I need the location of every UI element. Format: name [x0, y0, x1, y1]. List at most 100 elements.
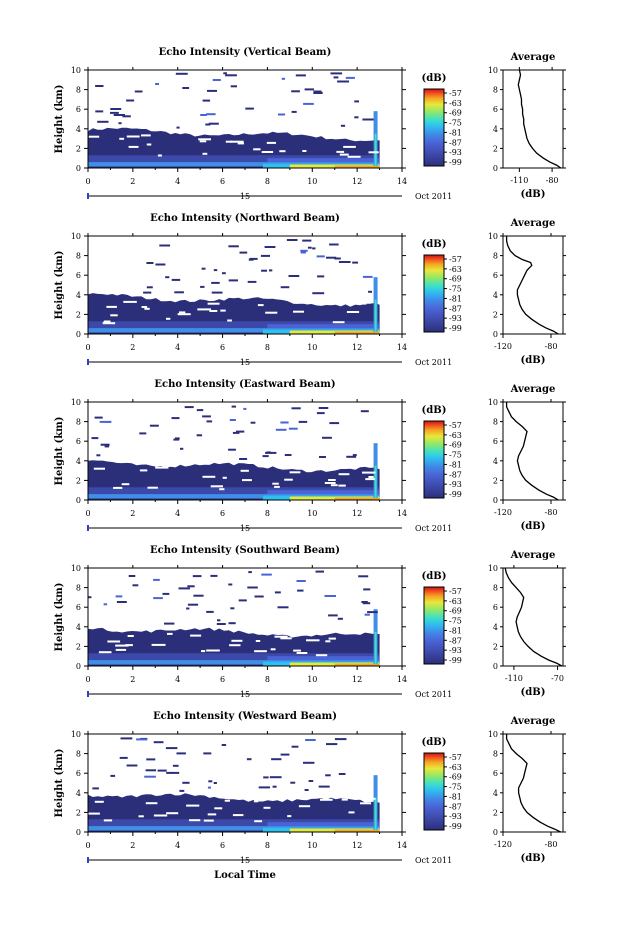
layer-mid-echo — [88, 653, 380, 665]
echo-blob — [182, 87, 190, 89]
average-y-tick-label: 4 — [493, 623, 498, 632]
y-tick-label: 4 — [76, 623, 81, 632]
panel-title: Echo Intensity (Vertical Beam) — [159, 47, 332, 58]
y-axis-label: Height (km) — [54, 417, 65, 486]
panel-title: Echo Intensity (Eastward Beam) — [154, 379, 335, 390]
echo-blob — [132, 584, 139, 587]
echo-gap — [240, 469, 249, 472]
x-tick-label: 2 — [130, 343, 135, 352]
y-tick-label: 0 — [76, 164, 81, 173]
colorbar-label: (dB) — [422, 405, 447, 416]
average-frame — [502, 567, 564, 667]
echo-gap — [220, 309, 226, 312]
echo-blob — [263, 776, 269, 779]
echo-gap — [360, 802, 372, 805]
colorbar-tick-label: -57 — [449, 587, 462, 596]
date-day: 15 — [240, 192, 250, 201]
average-y-tick-label: 2 — [493, 476, 498, 485]
echo-blob — [297, 589, 304, 592]
echo-blob — [326, 743, 338, 746]
echo-blob — [225, 74, 237, 77]
echo-blob — [337, 617, 343, 620]
echo-gap — [146, 143, 152, 146]
y-tick-label: 10 — [71, 398, 81, 407]
colorbar-tick-label: -87 — [449, 138, 462, 147]
average-x-tick-label: -120 — [494, 508, 512, 517]
echo-blob — [337, 80, 349, 83]
average-x-tick-label: -80 — [545, 840, 558, 849]
date-day: 15 — [240, 690, 250, 699]
average-profile-line — [505, 402, 559, 501]
echo-blob — [280, 421, 289, 424]
echo-gap — [296, 652, 308, 654]
colorbar-tick-label: -93 — [449, 314, 462, 323]
echo-blob — [165, 276, 170, 279]
colorbar-tick-label: -75 — [449, 119, 462, 128]
echo-blob — [334, 257, 341, 260]
x-tick-label: 4 — [175, 675, 180, 684]
colorbar — [423, 752, 445, 831]
echo-blob — [173, 438, 180, 441]
echo-blob — [155, 263, 166, 266]
average-y-tick-label: 2 — [493, 310, 498, 319]
echo-blob — [176, 126, 180, 129]
average-frame — [502, 733, 564, 833]
echo-blob — [145, 769, 157, 772]
echo-gap — [177, 313, 191, 316]
average-profile-line — [505, 734, 561, 833]
colorbar-tick-label: -69 — [449, 109, 462, 118]
echo-blob — [116, 601, 127, 603]
date-suffix: Oct 2011 — [415, 690, 452, 699]
echo-blob — [265, 451, 277, 454]
echo-spike-core — [374, 133, 377, 167]
x-tick-label: 12 — [352, 509, 362, 518]
average-y-tick-label: 2 — [493, 144, 498, 153]
average-y-tick-label: 4 — [493, 789, 498, 798]
echo-blob — [187, 603, 199, 606]
echo-blob — [245, 107, 254, 110]
average-y-tick-label: 6 — [493, 437, 498, 446]
echo-gap — [332, 321, 345, 324]
colorbar-tick-label: -93 — [449, 646, 462, 655]
y-tick-label: 4 — [76, 457, 81, 466]
echo-blob — [201, 267, 206, 270]
echo-gap — [166, 317, 171, 320]
colorbar-label: (dB) — [422, 737, 447, 748]
echo-blob — [330, 72, 343, 75]
echo-blob — [354, 100, 359, 103]
average-y-tick-label: 10 — [488, 398, 498, 407]
average-x-label: (dB) — [521, 189, 546, 200]
echo-gap — [232, 814, 244, 817]
echo-gap — [88, 135, 100, 138]
echo-blob — [316, 412, 325, 415]
echo-blob — [193, 594, 204, 597]
echo-blob — [213, 269, 218, 272]
x-tick-label: 12 — [352, 675, 362, 684]
echo-blob — [325, 774, 331, 777]
x-tick-label: 0 — [85, 841, 90, 850]
echo-gap — [263, 806, 271, 809]
colorbar-tick-label: -63 — [449, 99, 462, 108]
echo-blob — [157, 769, 167, 772]
echo-gap — [157, 154, 162, 157]
colorbar-tick-label: -81 — [449, 792, 462, 801]
echo-gap — [274, 485, 280, 488]
layer-ground-echo — [88, 328, 380, 333]
echo-blob — [203, 752, 212, 755]
x-tick-label: 10 — [307, 675, 317, 684]
average-x-tick-label: -110 — [505, 674, 523, 683]
average-y-tick-label: 0 — [493, 828, 498, 837]
average-y-tick-label: 8 — [493, 252, 498, 261]
echo-blob — [358, 575, 369, 578]
layer-ground-echo — [88, 162, 380, 167]
y-axis-label: Height (km) — [54, 251, 65, 320]
average-y-tick-label: 6 — [493, 769, 498, 778]
echo-blob — [100, 443, 110, 446]
colorbar-tick-label: -99 — [449, 158, 462, 167]
echo-gap — [365, 478, 375, 481]
colorbar-tick-label: -87 — [449, 802, 462, 811]
colorbar-tick-label: -99 — [449, 822, 462, 831]
echo-blob — [99, 420, 112, 423]
y-tick-label: 4 — [76, 789, 81, 798]
